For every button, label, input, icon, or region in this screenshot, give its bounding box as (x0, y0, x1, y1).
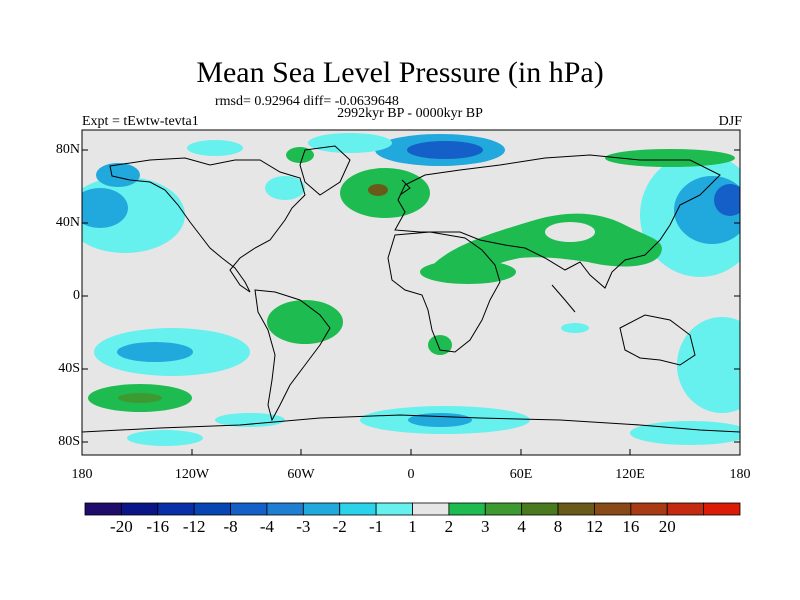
colorbar-swatch (266, 502, 304, 516)
lon-tick-label: 180 (729, 467, 751, 482)
colorbar-label: -20 (110, 517, 133, 536)
colorbar-label: 12 (585, 517, 603, 536)
axis-ticks (81, 149, 741, 455)
colorbar-swatch (157, 502, 195, 516)
colorbar-label: -3 (296, 517, 311, 536)
colorbar-swatch (230, 502, 268, 516)
colorbar-swatch (484, 502, 523, 516)
lon-tick-label: 120W (174, 467, 210, 482)
colorbar-swatch (193, 502, 231, 516)
coastlines (82, 145, 740, 433)
lon-tick-label: 180 (71, 467, 93, 482)
colorbar-label: -2 (332, 517, 347, 536)
stats-line: rmsd= 0.92964 diff= -0.0639648 (215, 94, 399, 109)
colorbar-swatch (84, 502, 122, 516)
period-label: 2992kyr BP - 0000kyr BP (337, 106, 483, 121)
lat-tick-label: 80N (55, 142, 80, 157)
colorbar-label: -12 (182, 517, 206, 536)
colorbar-label: 4 (517, 517, 526, 536)
lat-tick-label: 80S (58, 434, 80, 449)
lat-tick-label: 0 (73, 288, 80, 303)
colorbar-label: 8 (553, 517, 563, 536)
colorbar-swatch (302, 502, 341, 516)
colorbar-swatch (594, 502, 632, 516)
colorbar-swatch (339, 502, 377, 516)
colorbar-label: -8 (223, 517, 238, 536)
colorbar-label: -4 (259, 517, 275, 536)
positive-anomaly-regions (88, 147, 735, 412)
colorbar-label: -1 (369, 517, 384, 536)
season-label: DJF (718, 114, 742, 129)
colorbar-label: 1 (408, 517, 417, 536)
lat-tick-label: 40S (58, 361, 80, 376)
lon-tick-label: 120E (615, 467, 645, 482)
colorbar-label: 3 (481, 517, 490, 536)
colorbar-label: 20 (658, 517, 676, 536)
negative-anomaly-regions (82, 133, 740, 446)
lon-tick-label: 60W (287, 467, 315, 482)
lon-tick-label: 60E (509, 467, 533, 482)
colorbar-swatch (412, 502, 450, 516)
map-title: Mean Sea Level Pressure (in hPa) (196, 56, 604, 89)
colorbar-swatch (630, 502, 668, 516)
colorbar-swatch (120, 502, 159, 516)
map-plot-area (82, 130, 740, 455)
experiment-label: Expt = tEwtw-tevta1 (82, 114, 199, 129)
lat-tick-label: 40N (55, 215, 80, 230)
colorbar-swatch (703, 502, 741, 516)
colorbar-swatch (521, 502, 559, 516)
colorbar-swatch (448, 502, 486, 516)
colorbar-label: 16 (622, 517, 640, 536)
colorbar-swatch (666, 502, 705, 516)
colorbar-swatch (557, 502, 595, 516)
colorbar-swatch (375, 502, 413, 516)
lon-tick-label: 0 (407, 467, 415, 482)
colorbar (84, 502, 741, 516)
colorbar-label: -16 (146, 517, 170, 536)
colorbar-label: 2 (444, 517, 454, 536)
